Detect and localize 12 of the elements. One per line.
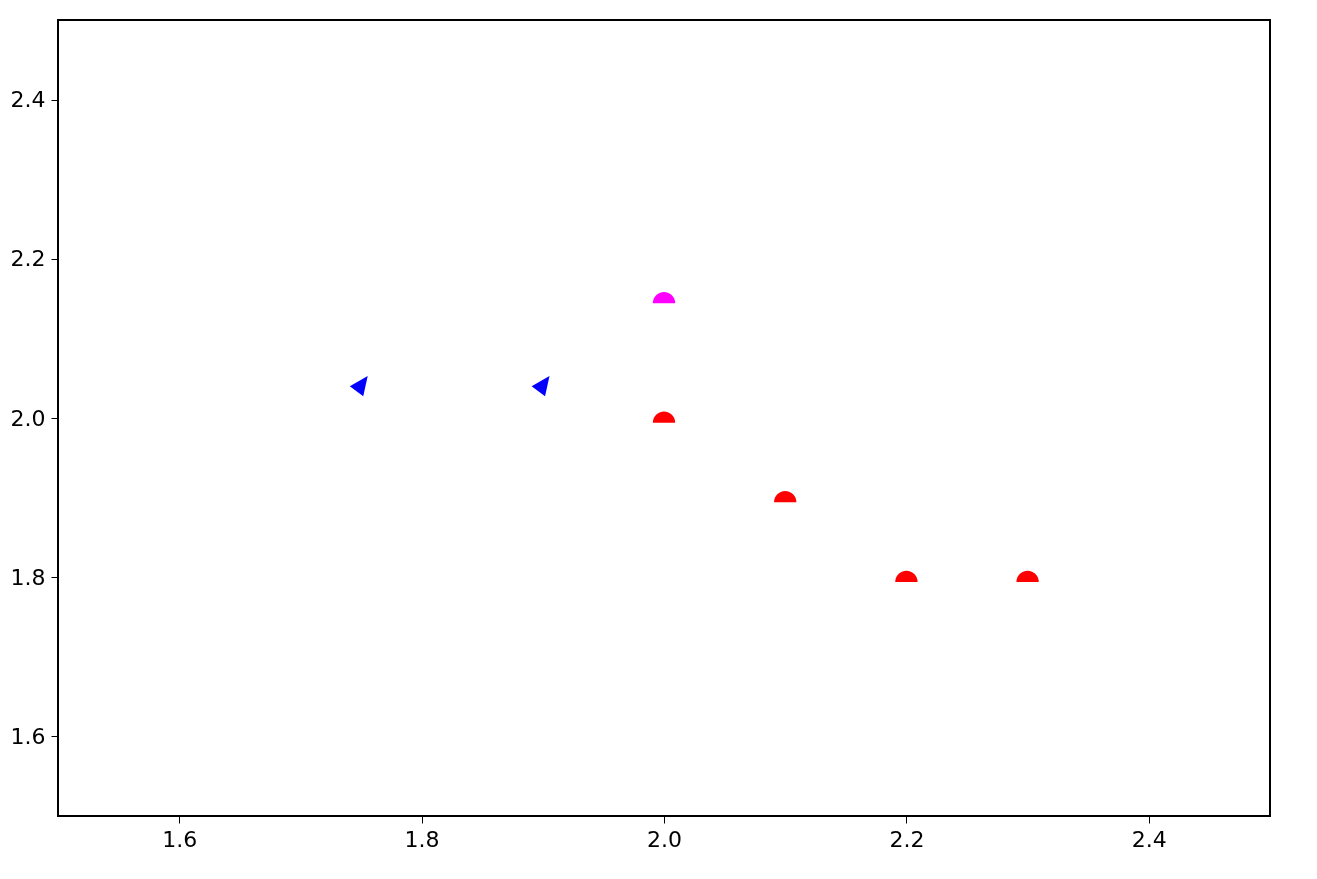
y-tick-label: 1.6 xyxy=(10,723,46,749)
x-tick-label: 1.6 xyxy=(162,826,198,852)
x-tick-label: 2.0 xyxy=(647,826,682,852)
x-tick-label: 2.4 xyxy=(1131,826,1167,852)
y-tick-label: 2.4 xyxy=(10,87,46,113)
x-tick-label: 1.8 xyxy=(404,826,440,852)
point xyxy=(349,376,368,397)
x-tick-label: 2.2 xyxy=(889,826,925,852)
y-tick-label: 1.8 xyxy=(10,564,46,590)
y-tick-label: 2.0 xyxy=(10,405,46,431)
point xyxy=(531,376,550,397)
y-tick-label: 2.2 xyxy=(10,246,46,272)
